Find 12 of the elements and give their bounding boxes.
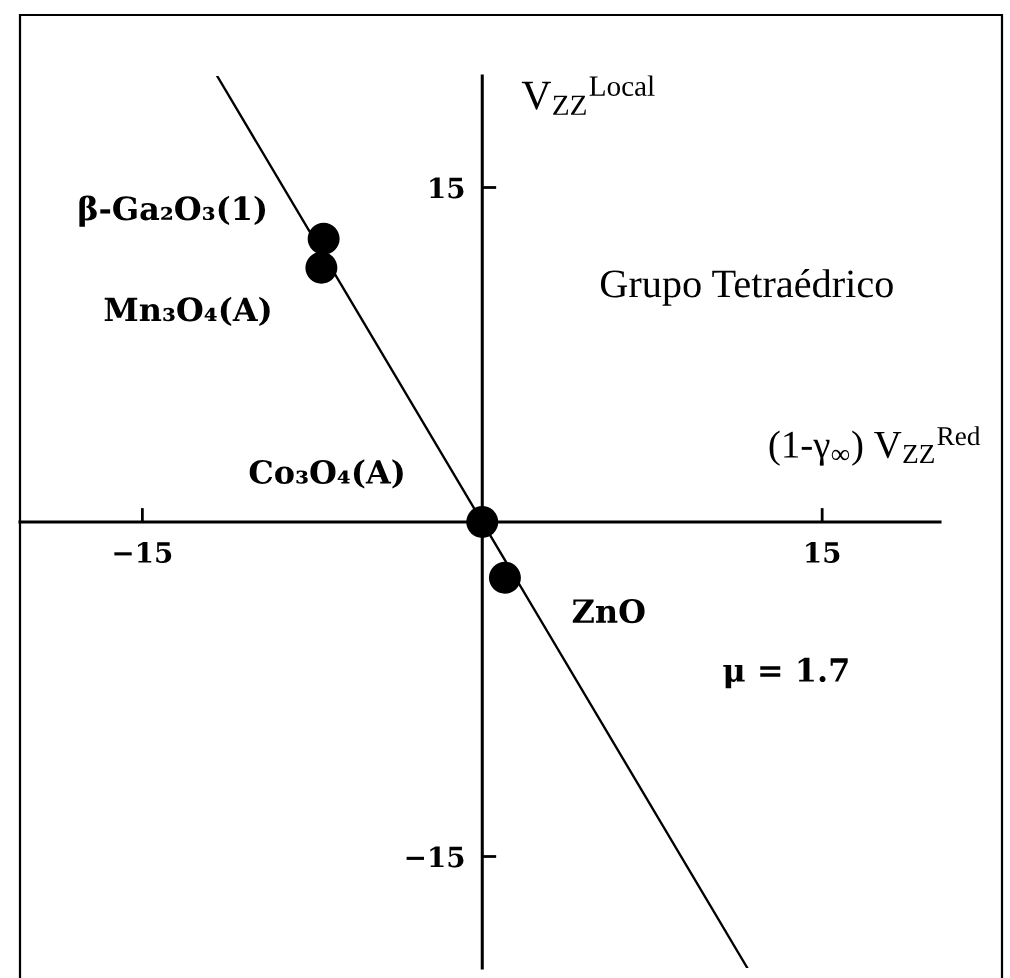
x-axis-title: (1-γ$_{∞}$) V$_{ZZ}$$^{Red}$ <box>769 426 981 466</box>
annotation: Co₃O₄(A) <box>249 459 403 489</box>
point <box>305 251 338 284</box>
annotation: ZnO <box>572 598 645 624</box>
y-axis-title: V$_{ZZ}$$^{Local}$ <box>521 75 655 115</box>
annotation: μ = 1.7 <box>723 657 848 689</box>
annotation: Grupo Tetraédrico <box>600 269 893 306</box>
point <box>466 506 499 538</box>
annotation: Mn₃O₄(A) <box>104 296 270 327</box>
point <box>488 561 521 594</box>
point <box>307 222 340 255</box>
annotation: β-Ga₂O₃(1) <box>79 195 266 227</box>
